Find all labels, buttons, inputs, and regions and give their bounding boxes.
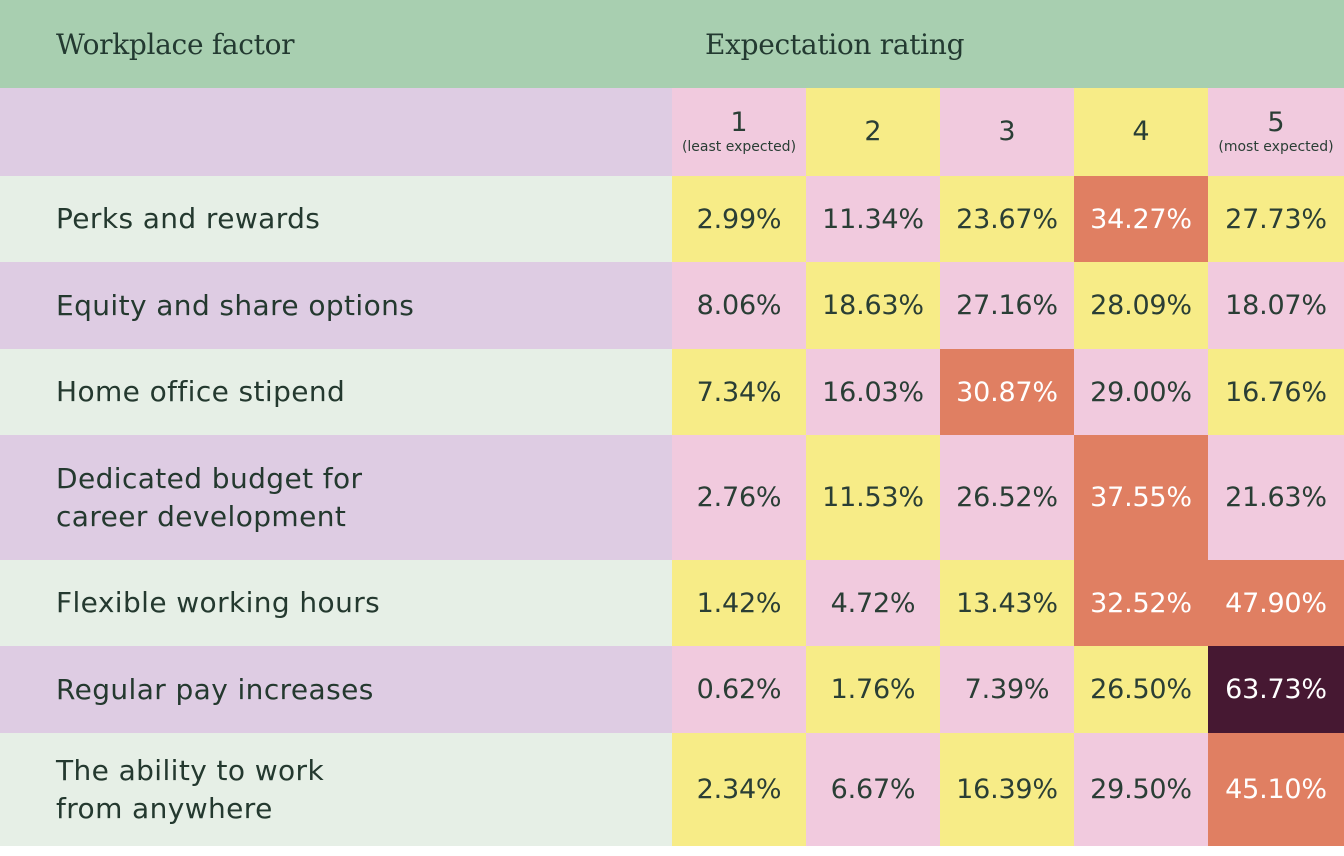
percentage-cell: 1.42% — [672, 560, 806, 646]
percentage-cell: 47.90% — [1208, 560, 1344, 646]
percentage-cell: 45.10% — [1208, 733, 1344, 846]
rating-column-header-3: 3 — [940, 88, 1074, 176]
percentage-cell: 2.34% — [672, 733, 806, 846]
percentage-cell: 7.34% — [672, 349, 806, 435]
percentage-cell: 28.09% — [1074, 262, 1208, 349]
rating-column-header-2: 2 — [806, 88, 940, 176]
rating-column-header-4: 4 — [1074, 88, 1208, 176]
percentage-cell: 18.63% — [806, 262, 940, 349]
percentage-cell: 16.39% — [940, 733, 1074, 846]
percentage-cell: 16.76% — [1208, 349, 1344, 435]
rating-column-header-5: 5 (most expected) — [1208, 88, 1344, 176]
percentage-cell: 13.43% — [940, 560, 1074, 646]
rating-number: 5 — [1267, 107, 1285, 138]
percentage-cell: 26.50% — [1074, 646, 1208, 733]
percentage-cell: 27.16% — [940, 262, 1074, 349]
percentage-cell: 2.99% — [672, 176, 806, 262]
column-header-spacer — [0, 88, 672, 176]
percentage-cell: 30.87% — [940, 349, 1074, 435]
percentage-cell: 11.53% — [806, 435, 940, 560]
factor-label: Flexible working hours — [0, 560, 672, 646]
expectation-rating-header: Expectation rating — [672, 0, 1344, 88]
factor-label: The ability to work from anywhere — [0, 733, 672, 846]
rating-number: 3 — [998, 116, 1016, 147]
factor-label: Dedicated budget for career development — [0, 435, 672, 560]
percentage-cell: 6.67% — [806, 733, 940, 846]
percentage-cell: 2.76% — [672, 435, 806, 560]
workplace-factor-header: Workplace factor — [0, 0, 672, 88]
rating-number: 1 — [730, 107, 748, 138]
rating-column-header-1: 1 (least expected) — [672, 88, 806, 176]
percentage-cell: 63.73% — [1208, 646, 1344, 733]
percentage-cell: 27.73% — [1208, 176, 1344, 262]
percentage-cell: 4.72% — [806, 560, 940, 646]
percentage-cell: 8.06% — [672, 262, 806, 349]
percentage-cell: 0.62% — [672, 646, 806, 733]
percentage-cell: 7.39% — [940, 646, 1074, 733]
percentage-cell: 21.63% — [1208, 435, 1344, 560]
percentage-cell: 29.00% — [1074, 349, 1208, 435]
rating-number: 2 — [864, 116, 882, 147]
percentage-cell: 1.76% — [806, 646, 940, 733]
percentage-cell: 16.03% — [806, 349, 940, 435]
percentage-cell: 11.34% — [806, 176, 940, 262]
percentage-cell: 37.55% — [1074, 435, 1208, 560]
percentage-cell: 34.27% — [1074, 176, 1208, 262]
factor-label: Perks and rewards — [0, 176, 672, 262]
factor-label: Equity and share options — [0, 262, 672, 349]
percentage-cell: 32.52% — [1074, 560, 1208, 646]
rating-number: 4 — [1132, 116, 1150, 147]
rating-caption: (most expected) — [1218, 139, 1334, 155]
percentage-cell: 26.52% — [940, 435, 1074, 560]
percentage-cell: 23.67% — [940, 176, 1074, 262]
rating-caption: (least expected) — [681, 139, 797, 155]
factor-label: Home office stipend — [0, 349, 672, 435]
factor-label: Regular pay increases — [0, 646, 672, 733]
percentage-cell: 29.50% — [1074, 733, 1208, 846]
percentage-cell: 18.07% — [1208, 262, 1344, 349]
